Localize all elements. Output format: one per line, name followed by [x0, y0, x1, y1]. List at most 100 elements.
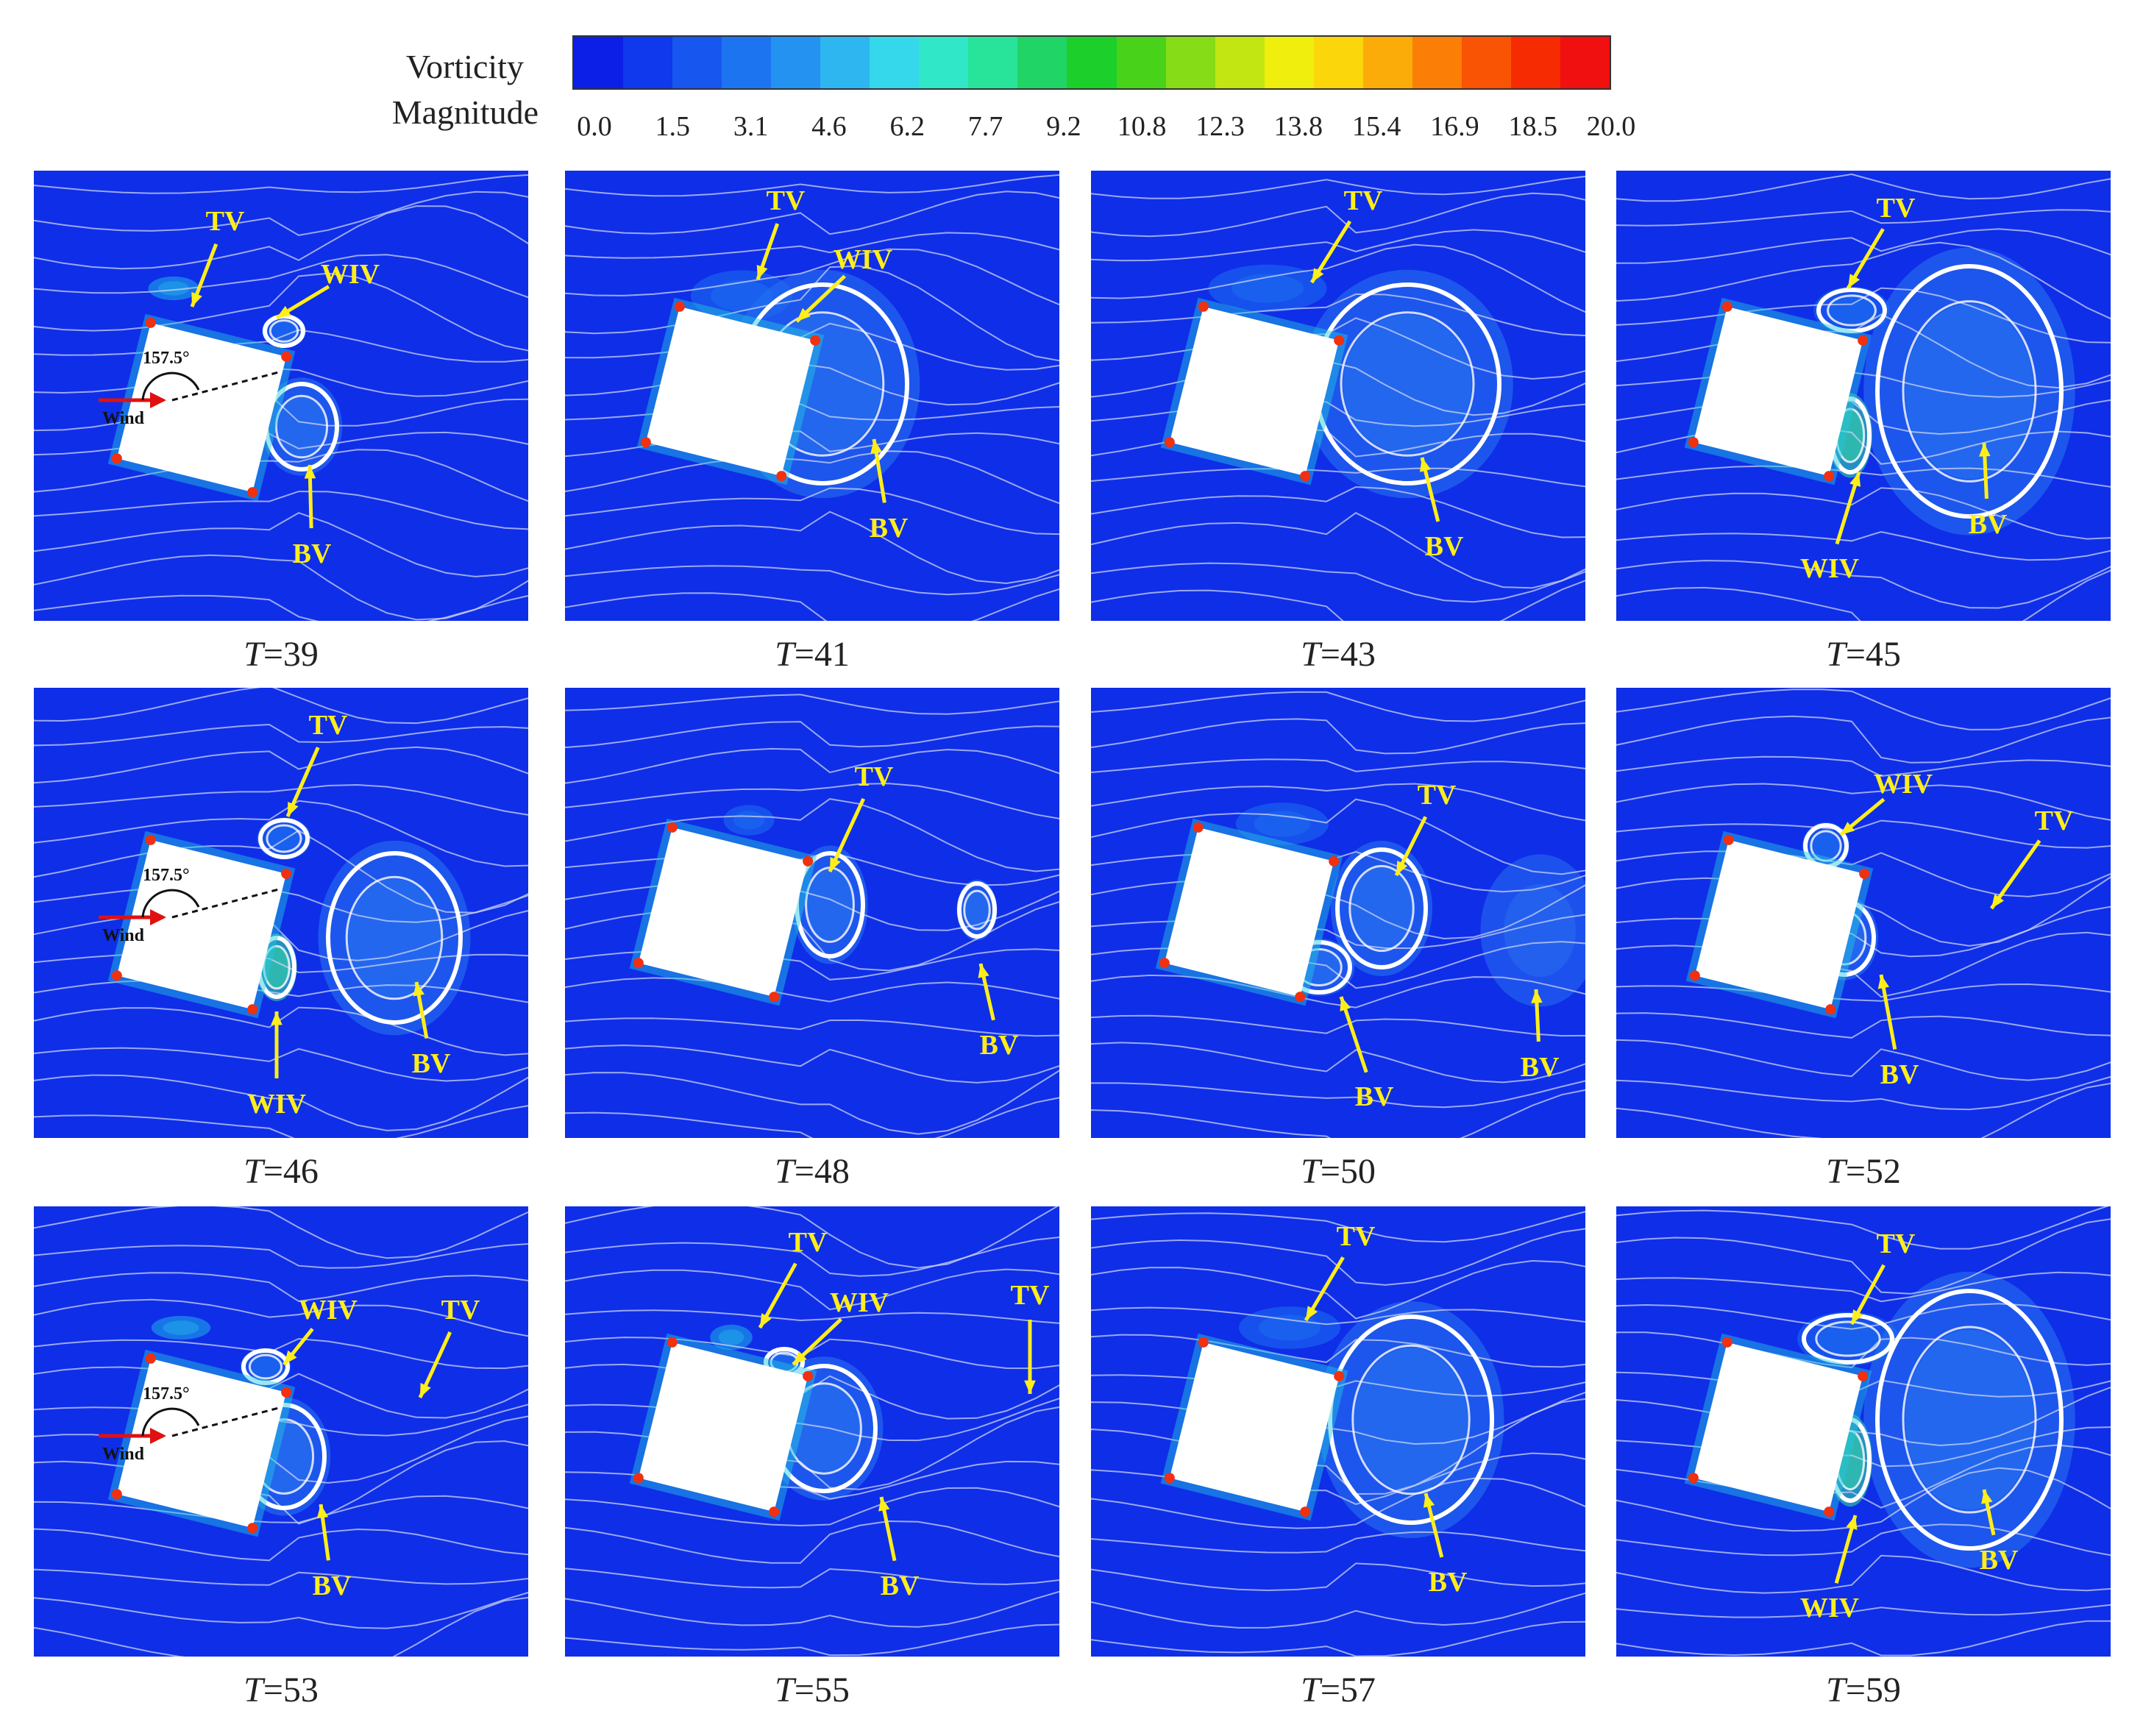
streamline: [1616, 1039, 2111, 1081]
corner-high-vorticity: [1300, 1506, 1311, 1518]
streamline: [1616, 983, 2111, 1002]
vortex-label-bv: BV: [878, 1496, 920, 1601]
streamline: [565, 450, 1059, 505]
vortex-label-text: WIV: [834, 244, 893, 275]
vortex-label-tv: TV: [190, 206, 245, 307]
streamline: [1616, 906, 2111, 958]
corner-high-vorticity: [247, 1523, 258, 1534]
corner-high-vorticity: [145, 1353, 156, 1364]
building-section: [629, 818, 817, 1006]
colorbar-tick-label: 18.5: [1508, 111, 1557, 142]
vortex-label-wiv: WIV: [247, 1011, 307, 1120]
label-arrow-head: [420, 1383, 431, 1398]
corner-high-vorticity: [145, 317, 156, 328]
vorticity-panel: 157.5° Wind TV WIV BV: [34, 688, 528, 1138]
streamline: [565, 694, 1059, 715]
corner-high-vorticity: [1688, 1473, 1699, 1484]
corner-high-vorticity: [145, 834, 156, 845]
streamline: [1091, 1228, 1585, 1286]
corner-high-vorticity: [633, 958, 644, 969]
label-arrow-head: [1306, 1306, 1318, 1320]
streamlines: [1091, 691, 1585, 1138]
corner-high-vorticity: [1159, 958, 1170, 969]
vortex-label-bv: BV: [412, 981, 451, 1079]
streamline: [1091, 880, 1585, 940]
streamline: [1091, 512, 1585, 589]
streamline: [34, 491, 528, 530]
corner-high-vorticity: [667, 822, 678, 833]
streamline: [1091, 691, 1585, 722]
panel-canvas: 157.5° Wind TV WIV BV: [34, 688, 528, 1138]
label-arrow-head: [304, 465, 316, 479]
streamline: [1616, 209, 2111, 227]
vortex-label-text: WIV: [321, 259, 380, 290]
label-arrow-head: [277, 305, 291, 318]
streamlines: [34, 174, 528, 621]
colorbar-title-line1: Vorticity: [405, 48, 524, 85]
vortex-label-bv: BV: [1339, 996, 1394, 1112]
vortex-label-tv: TV: [1304, 1221, 1376, 1322]
label-arrow-head: [756, 265, 768, 280]
panel-canvas: TV BV: [1091, 171, 1585, 621]
vortex-label-bv: BV: [1877, 974, 1919, 1090]
vortex-inner-ring: [963, 889, 991, 931]
streamline: [565, 232, 1059, 259]
corner-high-vorticity: [281, 351, 292, 362]
colorbar-segment: [623, 37, 673, 88]
vorticity-panel: 157.5° Wind TV WIV BV: [34, 171, 528, 621]
streamline: [1091, 580, 1585, 621]
streamline: [565, 265, 1059, 362]
streamline: [1616, 173, 2111, 202]
streamline: [565, 191, 1059, 235]
label-arrow-head: [1991, 894, 2005, 908]
streamline: [34, 723, 528, 747]
vortex-core: [718, 1329, 744, 1345]
corner-high-vorticity: [1334, 1370, 1345, 1381]
streamline: [1091, 229, 1585, 262]
streamline: [34, 746, 528, 784]
corner-high-vorticity: [803, 1370, 814, 1381]
label-arrow-head: [1531, 989, 1543, 1003]
time-value: =50: [1320, 1152, 1376, 1191]
vortex-core: [1817, 1322, 1879, 1356]
panel-time-caption: T=59: [1616, 1670, 2111, 1710]
streamline: [1091, 1562, 1585, 1592]
streamline: [1616, 1075, 2111, 1111]
building-square: [1693, 306, 1863, 477]
colorbar-segment: [1510, 37, 1560, 88]
vortex-label-tv: TV: [285, 710, 348, 818]
streamline: [565, 1309, 1059, 1324]
streamline: [1616, 1331, 2111, 1369]
streamline: [34, 1272, 528, 1303]
time-symbol: T: [1826, 635, 1846, 674]
colorbar-segment: [968, 37, 1018, 88]
vortex-core: [806, 869, 853, 941]
streamline: [1091, 1334, 1585, 1368]
streamline: [1616, 1271, 2111, 1303]
panel-time-caption: T=41: [565, 634, 1059, 675]
vortex-core: [1354, 1348, 1468, 1492]
vortex-label-text: BV: [1880, 1059, 1919, 1090]
vortex-label-text: BV: [313, 1570, 352, 1601]
colorbar-segment: [1412, 37, 1462, 88]
vortex-core: [277, 396, 327, 457]
vorticity-panel: TV WIV TV BV: [565, 1206, 1059, 1657]
panel-canvas: 157.5° Wind TV WIV BV: [34, 171, 528, 621]
streamline: [1616, 1426, 2111, 1468]
time-value: =57: [1320, 1671, 1376, 1710]
building-square: [638, 1342, 808, 1512]
colorbar-tick-label: 9.2: [1046, 111, 1081, 142]
vortex-label-text: TV: [855, 761, 894, 792]
building-section: [1685, 830, 1874, 1019]
panel-canvas: 157.5° Wind WIV TV BV: [34, 1206, 528, 1657]
corner-high-vorticity: [803, 855, 814, 867]
streamline: [34, 272, 528, 352]
angle-label: 157.5°: [143, 349, 190, 368]
vortex-inner-ring: [1348, 864, 1415, 953]
vortex-inner-ring: [345, 875, 444, 1000]
vortex-label-tv: TV: [1394, 780, 1457, 877]
streamline: [1091, 293, 1585, 337]
building-square: [1694, 839, 1865, 1010]
streamline: [565, 248, 1059, 306]
label-arrow-head: [1419, 458, 1432, 472]
